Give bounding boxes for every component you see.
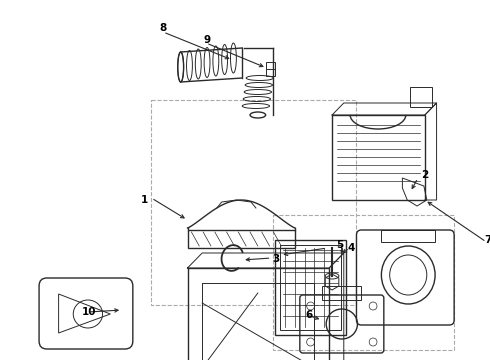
Bar bbox=[410, 87, 432, 107]
Text: 2: 2 bbox=[421, 170, 428, 180]
Text: 4: 4 bbox=[348, 243, 355, 253]
Bar bbox=[381, 230, 435, 242]
Text: 1: 1 bbox=[141, 195, 148, 205]
Text: 5: 5 bbox=[336, 240, 343, 250]
Bar bbox=[151, 100, 357, 305]
Text: 10: 10 bbox=[82, 307, 96, 317]
Bar bbox=[188, 230, 295, 248]
Bar bbox=[280, 245, 341, 330]
Bar bbox=[275, 240, 346, 335]
Text: 6: 6 bbox=[305, 310, 312, 320]
Bar bbox=[322, 286, 361, 300]
Text: 7: 7 bbox=[485, 235, 490, 245]
Bar bbox=[188, 268, 329, 360]
Text: 3: 3 bbox=[273, 254, 280, 264]
Bar bbox=[266, 62, 275, 76]
Text: 8: 8 bbox=[159, 23, 167, 33]
Text: 9: 9 bbox=[203, 35, 211, 45]
Bar bbox=[202, 283, 315, 360]
Bar bbox=[332, 115, 425, 200]
Bar bbox=[273, 215, 454, 350]
